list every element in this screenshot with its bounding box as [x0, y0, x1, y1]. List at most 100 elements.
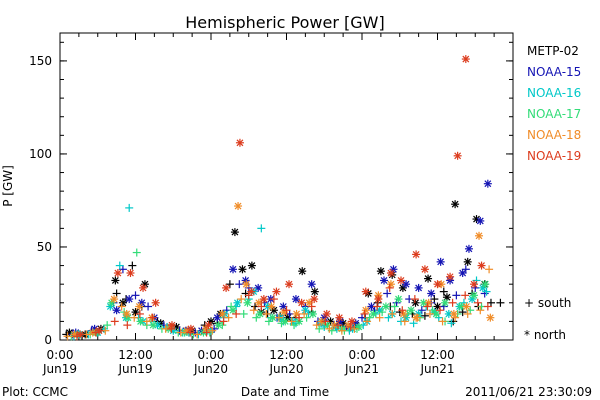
point-noaa-19-north: [469, 280, 478, 289]
point-metp-02-north: [298, 267, 307, 276]
point-noaa-19-south: [321, 317, 330, 326]
point-noaa-19-north: [386, 269, 395, 278]
point-noaa-19-north: [113, 269, 122, 278]
point-noaa-19-north: [397, 276, 406, 285]
point-metp-02-south: [449, 317, 458, 326]
point-noaa-19-south: [410, 295, 419, 304]
point-noaa-16-north: [444, 309, 453, 318]
point-noaa-19-south: [448, 298, 457, 307]
point-noaa-15-south: [452, 291, 461, 300]
point-noaa-18-north: [399, 309, 408, 318]
point-noaa-15-north: [229, 265, 238, 274]
legend-entry-noaa-15: NOAA-15: [527, 65, 581, 79]
point-metp-02-south: [458, 308, 467, 317]
point-noaa-18-south: [312, 321, 321, 330]
point-noaa-15-north: [125, 295, 134, 304]
point-noaa-18-north: [242, 280, 251, 289]
point-noaa-15-north: [291, 295, 300, 304]
point-noaa-15-north: [414, 283, 423, 292]
point-noaa-17-north: [268, 313, 277, 322]
point-noaa-19-south: [148, 313, 157, 322]
point-metp-02-north: [111, 276, 120, 285]
point-noaa-17-north: [243, 298, 252, 307]
point-metp-02-north: [131, 308, 140, 317]
x-tick-date-label: Jun21: [344, 362, 379, 376]
point-metp-02-north: [451, 200, 460, 209]
point-noaa-15-north: [279, 302, 288, 311]
point-noaa-18-south: [325, 324, 334, 333]
point-noaa-19-south: [257, 302, 266, 311]
point-noaa-16-south: [447, 319, 456, 328]
point-metp-02-north: [442, 293, 451, 302]
marker-legend-south: + south: [524, 296, 571, 310]
point-noaa-15-south: [131, 291, 140, 300]
point-metp-02-north: [247, 261, 256, 270]
point-noaa-15-north: [436, 257, 445, 266]
marker-legend: + south * north: [524, 296, 571, 342]
point-noaa-17-north: [394, 295, 403, 304]
point-noaa-17-south: [103, 321, 112, 330]
point-noaa-16-south: [257, 224, 266, 233]
point-noaa-18-north: [135, 302, 144, 311]
point-noaa-16-north: [233, 298, 242, 307]
point-noaa-19-south: [473, 298, 482, 307]
x-tick-time-label: 0:00: [198, 348, 225, 362]
point-noaa-15-north: [476, 216, 485, 225]
point-noaa-15-south: [383, 289, 392, 298]
point-noaa-18-north: [462, 302, 471, 311]
point-noaa-19-south: [483, 302, 492, 311]
point-noaa-15-south: [480, 289, 489, 298]
point-noaa-19-north: [285, 280, 294, 289]
x-tick-time-label: 12:00: [420, 348, 455, 362]
point-noaa-15-south: [144, 302, 153, 311]
point-metp-02-north: [424, 274, 433, 283]
point-noaa-19-south: [360, 309, 369, 318]
point-noaa-18-south: [287, 317, 296, 326]
point-metp-02-north: [238, 265, 247, 274]
legend: METP-02 NOAA-15 NOAA-16 NOAA-17 NOAA-18 NOAA-…: [527, 44, 581, 163]
point-noaa-18-south: [208, 326, 217, 335]
point-noaa-19-north: [247, 287, 256, 296]
x-tick-time-label: 0:00: [349, 348, 376, 362]
point-noaa-19-south: [110, 317, 119, 326]
point-noaa-19-north: [310, 295, 319, 304]
point-noaa-19-north: [76, 330, 85, 339]
point-noaa-18-south: [63, 332, 72, 341]
point-noaa-19-north: [95, 326, 104, 335]
point-noaa-19-south: [269, 295, 278, 304]
plot-timestamp: 2011/06/21 23:30:09: [465, 385, 592, 399]
point-noaa-15-south: [235, 280, 244, 289]
point-noaa-18-north: [361, 306, 370, 315]
point-noaa-18-south: [262, 309, 271, 318]
point-noaa-19-north: [151, 298, 160, 307]
point-noaa-19-north: [433, 280, 442, 289]
point-noaa-19-north: [477, 261, 486, 270]
point-noaa-19-north: [453, 151, 462, 160]
point-noaa-18-north: [412, 313, 421, 322]
point-noaa-16-south: [125, 203, 134, 212]
point-noaa-17-north: [149, 321, 158, 330]
point-noaa-17-north: [441, 298, 450, 307]
point-noaa-19-south: [373, 302, 382, 311]
point-noaa-17-south: [132, 248, 141, 257]
point-noaa-18-south: [130, 313, 139, 322]
point-noaa-17-south: [390, 302, 399, 311]
point-noaa-17-south: [264, 317, 273, 326]
point-metp-02-north: [310, 287, 319, 296]
point-noaa-19-north: [126, 269, 135, 278]
x-tick-time-label: 12:00: [118, 348, 153, 362]
x-axis: 0:00Jun1912:00Jun190:00Jun2012:00Jun200:…: [42, 33, 514, 376]
point-noaa-19-south: [232, 309, 241, 318]
point-noaa-19-north: [374, 295, 383, 304]
point-noaa-18-north: [424, 298, 433, 307]
legend-entry-metp-02: METP-02: [527, 44, 579, 58]
point-noaa-18-north: [486, 313, 495, 322]
plot-source-label: Plot: CCMC: [2, 385, 68, 399]
point-noaa-18-north: [234, 202, 243, 211]
point-noaa-18-north: [449, 309, 458, 318]
point-noaa-18-south: [438, 317, 447, 326]
point-metp-02-north: [118, 298, 127, 307]
point-noaa-18-south: [388, 309, 397, 318]
x-tick-date-label: Jun20: [268, 362, 303, 376]
point-noaa-17-south: [239, 309, 248, 318]
